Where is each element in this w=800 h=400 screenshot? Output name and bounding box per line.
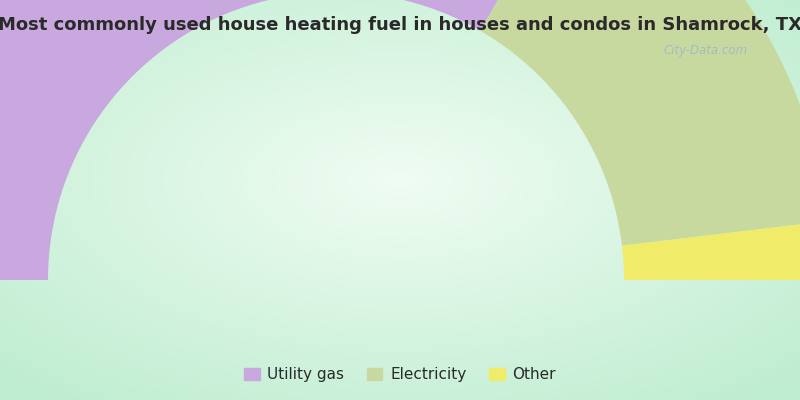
Legend: Utility gas, Electricity, Other: Utility gas, Electricity, Other: [238, 361, 562, 388]
Polygon shape: [622, 221, 800, 280]
Polygon shape: [0, 0, 585, 280]
Text: Most commonly used house heating fuel in houses and condos in Shamrock, TX: Most commonly used house heating fuel in…: [0, 16, 800, 34]
Polygon shape: [480, 0, 800, 246]
Text: City-Data.com: City-Data.com: [664, 44, 748, 57]
